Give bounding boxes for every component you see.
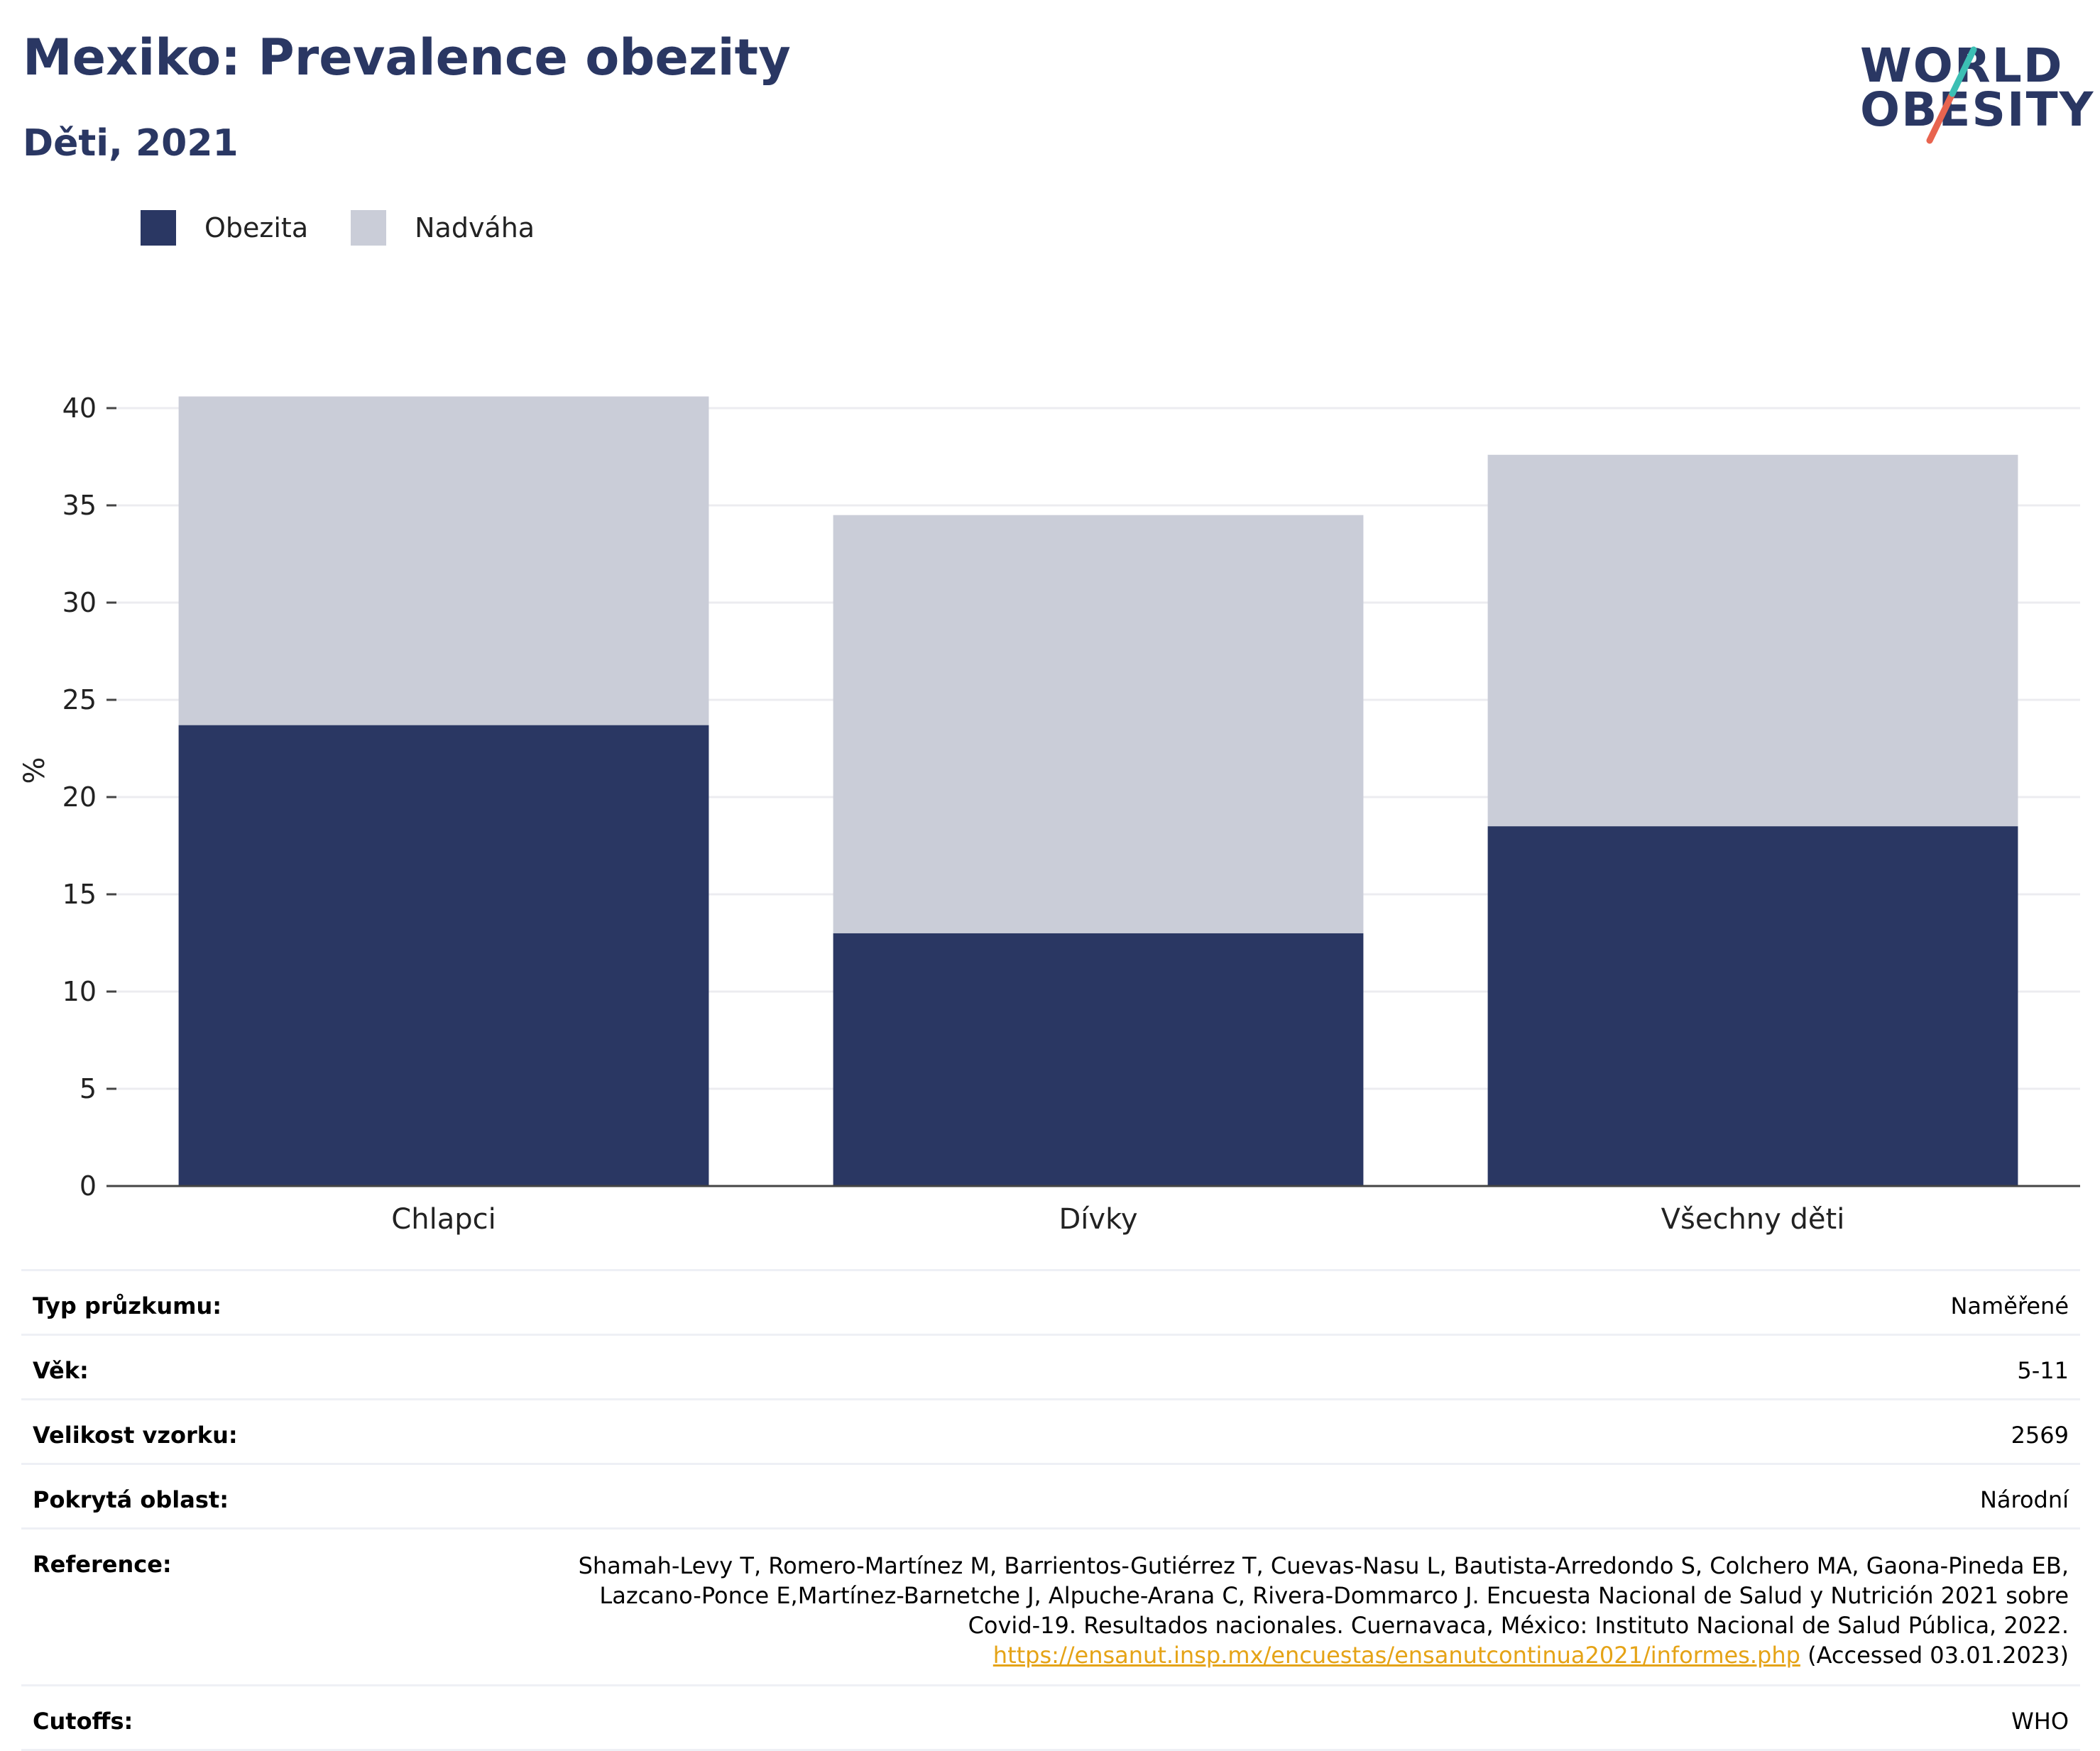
- stacked-bar-chart: 0 5 10 15 20 25 30 35 40% Chlapci Dívky Všechny dět…: [18, 393, 2080, 1236]
- survey-info-table: Typ průzkumu: Naměřené Věk: 5-11 Velikos…: [21, 1269, 2080, 1751]
- info-row-cutoffs: Cutoffs: WHO: [21, 1686, 2080, 1751]
- info-value: WHO: [2011, 1708, 2069, 1735]
- x-tick-label: Chlapci: [391, 1203, 496, 1236]
- info-row-sample-size: Velikost vzorku: 2569: [21, 1400, 2080, 1465]
- info-value: 2569: [2011, 1422, 2069, 1449]
- legend-item-nadvaha[interactable]: Nadváha: [351, 210, 535, 246]
- page-title: Mexiko: Prevalence obezity: [23, 28, 791, 87]
- legend-swatch-obezita: [141, 210, 176, 246]
- info-row-reference: Reference: Shamah-Levy T, Romero-Martíne…: [21, 1530, 2080, 1686]
- info-label: Reference:: [33, 1551, 172, 1578]
- info-value: Národní: [1979, 1486, 2069, 1513]
- info-row-age: Věk: 5-11: [21, 1336, 2080, 1400]
- bar-obezita-1: [178, 725, 709, 1186]
- legend-label-obezita: Obezita: [204, 212, 309, 243]
- bar-nadv-ha-2: [833, 515, 1364, 933]
- info-value: Naměřené: [1950, 1292, 2069, 1319]
- bar-obezita-3: [1487, 826, 2018, 1186]
- x-tick-label: Všechny děti: [1661, 1203, 1845, 1236]
- reference-line-1: Shamah-Levy T, Romero-Martínez M, Barrie…: [578, 1552, 2069, 1579]
- info-label: Velikost vzorku:: [33, 1422, 238, 1449]
- info-value: 5-11: [2017, 1357, 2069, 1384]
- reference-line-3: Covid-19. Resultados nacionales. Cuernav…: [968, 1612, 2069, 1639]
- info-label: Typ průzkumu:: [33, 1292, 222, 1319]
- y-tick-label: 10: [62, 976, 97, 1007]
- bar-nadv-ha-3: [1487, 454, 2018, 827]
- info-label: Cutoffs:: [33, 1708, 133, 1735]
- logo-line-1: WORLD: [1860, 38, 2064, 93]
- reference-text: Shamah-Levy T, Romero-Martínez M, Barrie…: [579, 1551, 2069, 1670]
- y-tick-label: 20: [62, 781, 97, 813]
- info-label: Věk:: [33, 1357, 89, 1384]
- legend-item-obezita[interactable]: Obezita: [141, 210, 308, 246]
- y-tick-label: 30: [62, 587, 97, 618]
- x-tick-label: Dívky: [1059, 1203, 1138, 1236]
- info-row-survey-type: Typ průzkumu: Naměřené: [21, 1271, 2080, 1336]
- y-tick-label: 35: [62, 490, 97, 521]
- reference-accessed: (Accessed 03.01.2023): [1800, 1642, 2069, 1669]
- reference-line-2: Lazcano-Ponce E,Martínez-Barnetche J, Al…: [599, 1582, 2069, 1609]
- legend-label-nadvaha: Nadváha: [415, 212, 535, 243]
- y-axis-label: %: [18, 757, 51, 784]
- logo-line-2: OBESITY: [1860, 82, 2095, 137]
- bar-obezita-2: [833, 933, 1364, 1186]
- y-tick-label: 40: [62, 393, 97, 424]
- info-label: Pokrytá oblast:: [33, 1486, 229, 1513]
- world-obesity-logo: WORLD OBESITY: [1846, 28, 2093, 156]
- reference-link[interactable]: https://ensanut.insp.mx/encuestas/ensanu…: [992, 1642, 1800, 1669]
- page-subtitle: Děti, 2021: [23, 122, 239, 165]
- y-tick-label: 25: [62, 684, 97, 715]
- y-tick-label: 5: [80, 1073, 97, 1104]
- logo-slash-icon: [1926, 46, 1977, 144]
- chart-legend: Obezita Nadváha: [141, 210, 577, 246]
- info-row-area: Pokrytá oblast: Národní: [21, 1465, 2080, 1530]
- y-tick-label: 15: [62, 879, 97, 910]
- legend-swatch-nadvaha: [351, 210, 387, 246]
- y-tick-label: 0: [80, 1170, 97, 1202]
- bar-nadv-ha-1: [178, 396, 709, 725]
